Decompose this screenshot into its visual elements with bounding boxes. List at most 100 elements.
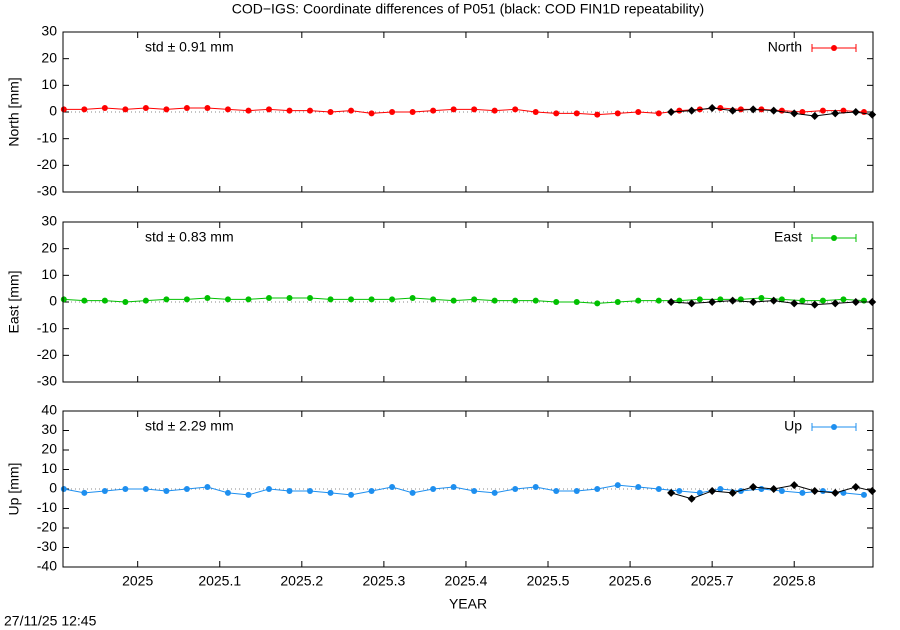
point bbox=[142, 486, 149, 492]
point bbox=[851, 298, 860, 306]
y-tick-label: 30 bbox=[41, 421, 57, 437]
y-axis-label: Up [mm] bbox=[6, 463, 22, 516]
point bbox=[389, 296, 396, 303]
point bbox=[389, 484, 396, 491]
y-tick-label: 20 bbox=[41, 49, 57, 65]
point bbox=[790, 481, 799, 490]
point bbox=[307, 295, 314, 301]
point bbox=[868, 110, 877, 119]
point bbox=[778, 296, 785, 303]
point bbox=[614, 110, 621, 117]
point bbox=[307, 107, 314, 114]
point bbox=[409, 109, 416, 115]
y-tick-label: 10 bbox=[41, 460, 57, 476]
point bbox=[778, 487, 785, 494]
point bbox=[122, 486, 129, 492]
timestamp: 27/11/25 12:45 bbox=[4, 613, 97, 629]
y-tick-label: -10 bbox=[37, 319, 57, 335]
point bbox=[532, 297, 539, 304]
point bbox=[491, 107, 498, 114]
point bbox=[471, 487, 478, 494]
point bbox=[860, 491, 867, 498]
point bbox=[769, 296, 778, 305]
point bbox=[667, 298, 676, 306]
point bbox=[749, 483, 758, 492]
y-tick-label: 30 bbox=[41, 23, 57, 39]
point bbox=[749, 105, 758, 114]
point bbox=[840, 107, 847, 114]
point bbox=[532, 484, 539, 491]
point bbox=[307, 487, 314, 494]
point bbox=[142, 297, 149, 304]
legend-label: East bbox=[774, 229, 802, 245]
point bbox=[831, 109, 840, 118]
point bbox=[614, 482, 621, 489]
point bbox=[512, 486, 519, 492]
point bbox=[265, 106, 272, 113]
point bbox=[737, 106, 744, 113]
point bbox=[573, 487, 580, 494]
point bbox=[265, 295, 272, 301]
point bbox=[142, 105, 149, 111]
point bbox=[868, 298, 877, 306]
point bbox=[532, 109, 539, 115]
legend-label: North bbox=[768, 39, 802, 55]
legend-swatch bbox=[831, 235, 837, 241]
point bbox=[348, 296, 355, 303]
point bbox=[810, 486, 819, 495]
y-tick-label: -10 bbox=[37, 499, 57, 515]
point bbox=[450, 297, 457, 304]
point bbox=[687, 299, 696, 308]
series-line bbox=[63, 297, 865, 304]
point bbox=[635, 484, 642, 491]
x-tick-label: 2025.3 bbox=[362, 573, 405, 589]
y-axis-label: East [mm] bbox=[6, 270, 22, 333]
annotation: std ± 2.29 mm bbox=[145, 418, 234, 434]
annotation: std ± 0.83 mm bbox=[145, 229, 234, 245]
point bbox=[717, 105, 724, 111]
y-tick-label: 20 bbox=[41, 441, 57, 457]
point bbox=[368, 296, 375, 303]
point bbox=[819, 487, 826, 494]
point bbox=[491, 297, 498, 304]
point bbox=[409, 489, 416, 496]
point bbox=[286, 487, 293, 494]
point bbox=[553, 487, 560, 494]
point bbox=[749, 298, 758, 306]
x-axis-label: YEAR bbox=[449, 596, 487, 612]
point bbox=[819, 107, 826, 114]
y-tick-label: 0 bbox=[49, 480, 57, 496]
y-tick-label: 0 bbox=[49, 293, 57, 309]
point bbox=[553, 110, 560, 117]
x-tick-label: 2025.4 bbox=[445, 573, 488, 589]
point bbox=[81, 106, 88, 113]
point bbox=[635, 109, 642, 115]
point bbox=[667, 488, 676, 497]
x-tick-label: 2025.8 bbox=[773, 573, 816, 589]
point bbox=[60, 296, 67, 303]
series-line bbox=[63, 484, 865, 496]
plot-frame bbox=[62, 221, 874, 383]
x-tick-label: 2025.6 bbox=[609, 573, 652, 589]
point bbox=[594, 486, 601, 492]
point bbox=[851, 483, 860, 492]
annotation: std ± 0.91 mm bbox=[145, 39, 234, 55]
point bbox=[614, 299, 621, 305]
point bbox=[101, 297, 108, 304]
point bbox=[851, 108, 860, 116]
point bbox=[769, 106, 778, 115]
point bbox=[368, 487, 375, 494]
point bbox=[594, 300, 601, 307]
point bbox=[60, 106, 67, 113]
y-tick-label: 0 bbox=[49, 103, 57, 119]
point bbox=[655, 486, 662, 492]
point bbox=[635, 297, 642, 304]
point bbox=[708, 486, 717, 495]
point bbox=[430, 107, 437, 114]
plot-frame bbox=[62, 410, 874, 568]
point bbox=[655, 297, 662, 304]
point bbox=[594, 111, 601, 118]
point bbox=[696, 296, 703, 303]
point bbox=[799, 489, 806, 496]
point bbox=[512, 106, 519, 113]
